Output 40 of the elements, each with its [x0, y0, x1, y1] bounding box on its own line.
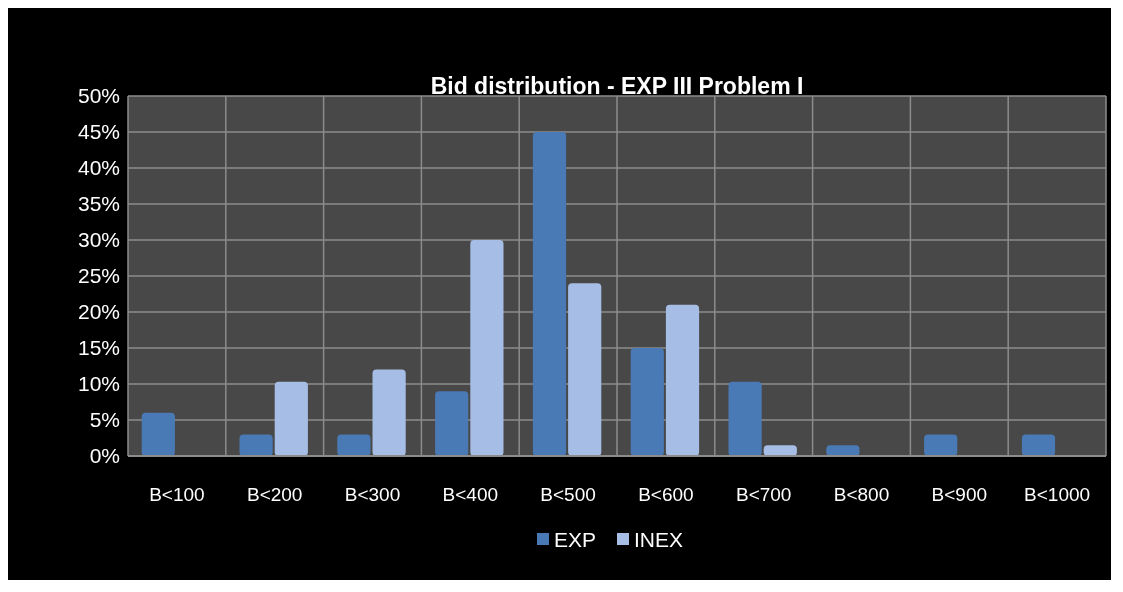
chart-title: Bid distribution - EXP III Problem I	[430, 73, 804, 99]
bar	[239, 434, 273, 456]
x-tick-label: B<1000	[1024, 484, 1091, 505]
y-tick-label: 30%	[77, 228, 120, 252]
x-tick-label: B<700	[735, 484, 792, 505]
y-tick-label: 5%	[89, 408, 120, 432]
x-tick-label: B<400	[442, 484, 499, 505]
x-tick-label: B<600	[638, 484, 694, 505]
x-tick-label: B<800	[833, 484, 890, 505]
bar	[372, 369, 406, 456]
x-tick-label: B<200	[246, 484, 303, 505]
bar	[141, 412, 175, 456]
y-tick-label: 20%	[77, 300, 120, 324]
bar	[337, 434, 371, 456]
bar	[763, 445, 797, 456]
y-tick-label: 50%	[77, 84, 120, 108]
bar	[826, 445, 860, 456]
x-tick-label: B<100	[149, 484, 205, 505]
y-tick-label: 40%	[77, 156, 120, 180]
bar	[435, 391, 469, 456]
y-tick-label: 25%	[77, 264, 120, 288]
y-tick-label: 0%	[89, 444, 120, 468]
bar	[924, 434, 958, 456]
bar	[470, 240, 504, 456]
bar	[568, 283, 602, 456]
bar	[1021, 434, 1056, 456]
x-tick-label: B<500	[540, 484, 596, 505]
x-tick-label: B<900	[931, 484, 988, 505]
x-tick-label: B<300	[344, 484, 401, 505]
bar	[630, 348, 664, 456]
bar	[728, 381, 762, 456]
y-tick-label: 35%	[77, 192, 120, 216]
bar	[665, 304, 700, 456]
y-tick-label: 15%	[77, 336, 120, 360]
legend-label: EXP	[554, 528, 597, 552]
y-tick-label: 45%	[77, 120, 120, 144]
y-tick-label: 10%	[77, 372, 120, 396]
bar	[532, 132, 567, 456]
bar	[274, 381, 308, 456]
legend-label: INEX	[634, 528, 684, 552]
